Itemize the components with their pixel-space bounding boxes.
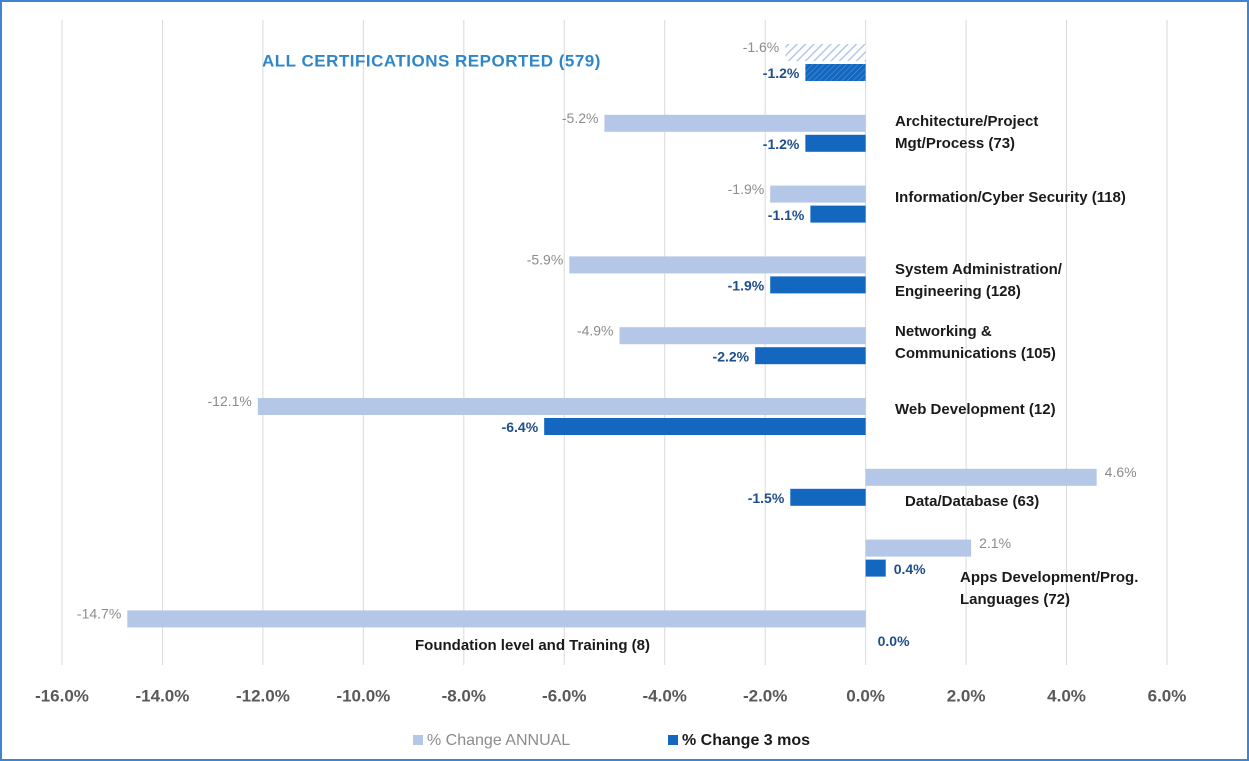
category-label: Data/Database (63) xyxy=(905,493,1039,510)
value-label: -12.1% xyxy=(208,393,252,409)
x-tick-label: -8.0% xyxy=(442,686,486,705)
category-label: Web Development (12) xyxy=(895,401,1056,418)
bar xyxy=(805,64,866,81)
x-tick-label: -16.0% xyxy=(35,686,89,705)
x-tick-label: -4.0% xyxy=(643,686,687,705)
value-label: -5.9% xyxy=(527,252,564,268)
value-label: 2.1% xyxy=(979,535,1011,551)
value-label: 0.0% xyxy=(878,633,910,649)
bar xyxy=(257,398,866,415)
x-tick-label: -12.0% xyxy=(236,686,290,705)
value-label: 4.6% xyxy=(1105,464,1137,480)
x-tick-label: -14.0% xyxy=(136,686,190,705)
value-label: -5.2% xyxy=(562,110,599,126)
x-tick-label: 6.0% xyxy=(1148,686,1187,705)
bar xyxy=(790,488,866,506)
category-label: Foundation level and Training (8) xyxy=(415,637,650,654)
bar xyxy=(604,114,866,132)
category-label: Engineering (128) xyxy=(895,283,1021,300)
bar xyxy=(805,134,866,152)
legend-swatch xyxy=(668,735,678,745)
bar xyxy=(619,327,866,345)
category-label: System Administration/ xyxy=(895,261,1063,278)
x-tick-label: 2.0% xyxy=(947,686,986,705)
value-label: -1.6% xyxy=(743,39,780,55)
value-label: 0.4% xyxy=(894,561,926,577)
value-label: -1.2% xyxy=(763,136,800,152)
x-tick-label: 0.0% xyxy=(846,686,885,705)
value-label: -1.9% xyxy=(728,181,765,197)
bar xyxy=(544,418,866,435)
bar xyxy=(770,276,866,294)
category-label: Mgt/Process (73) xyxy=(895,135,1015,152)
bar xyxy=(865,539,972,557)
bar xyxy=(770,185,866,203)
bar xyxy=(569,256,866,274)
bar xyxy=(785,44,866,61)
bar xyxy=(810,205,866,223)
category-label: ALL CERTIFICATIONS REPORTED (579) xyxy=(262,51,601,70)
value-label: -1.2% xyxy=(763,65,800,81)
value-label: -6.4% xyxy=(502,419,539,435)
bar xyxy=(865,559,886,577)
value-label: -1.5% xyxy=(748,490,785,506)
category-label: Networking & xyxy=(895,323,992,340)
x-tick-label: -6.0% xyxy=(542,686,586,705)
bar xyxy=(755,347,866,365)
legend-label: % Change 3 mos xyxy=(682,732,810,749)
legend-swatch xyxy=(413,735,423,745)
bar xyxy=(127,610,866,628)
value-label: -2.2% xyxy=(713,348,750,364)
value-label: -4.9% xyxy=(577,322,614,338)
category-label: Information/Cyber Security (118) xyxy=(895,189,1126,206)
value-label: -1.1% xyxy=(768,207,805,223)
legend-label: % Change ANNUAL xyxy=(427,732,570,749)
category-label: Languages (72) xyxy=(960,591,1070,608)
x-tick-label: -10.0% xyxy=(336,686,390,705)
x-tick-label: -2.0% xyxy=(743,686,787,705)
x-tick-label: 4.0% xyxy=(1047,686,1086,705)
bar xyxy=(865,468,1097,486)
category-label: Communications (105) xyxy=(895,345,1056,362)
value-label: -14.7% xyxy=(77,606,121,622)
category-label: Architecture/Project xyxy=(895,113,1038,130)
value-label: -1.9% xyxy=(728,278,765,294)
category-label: Apps Development/Prog. xyxy=(960,569,1138,586)
